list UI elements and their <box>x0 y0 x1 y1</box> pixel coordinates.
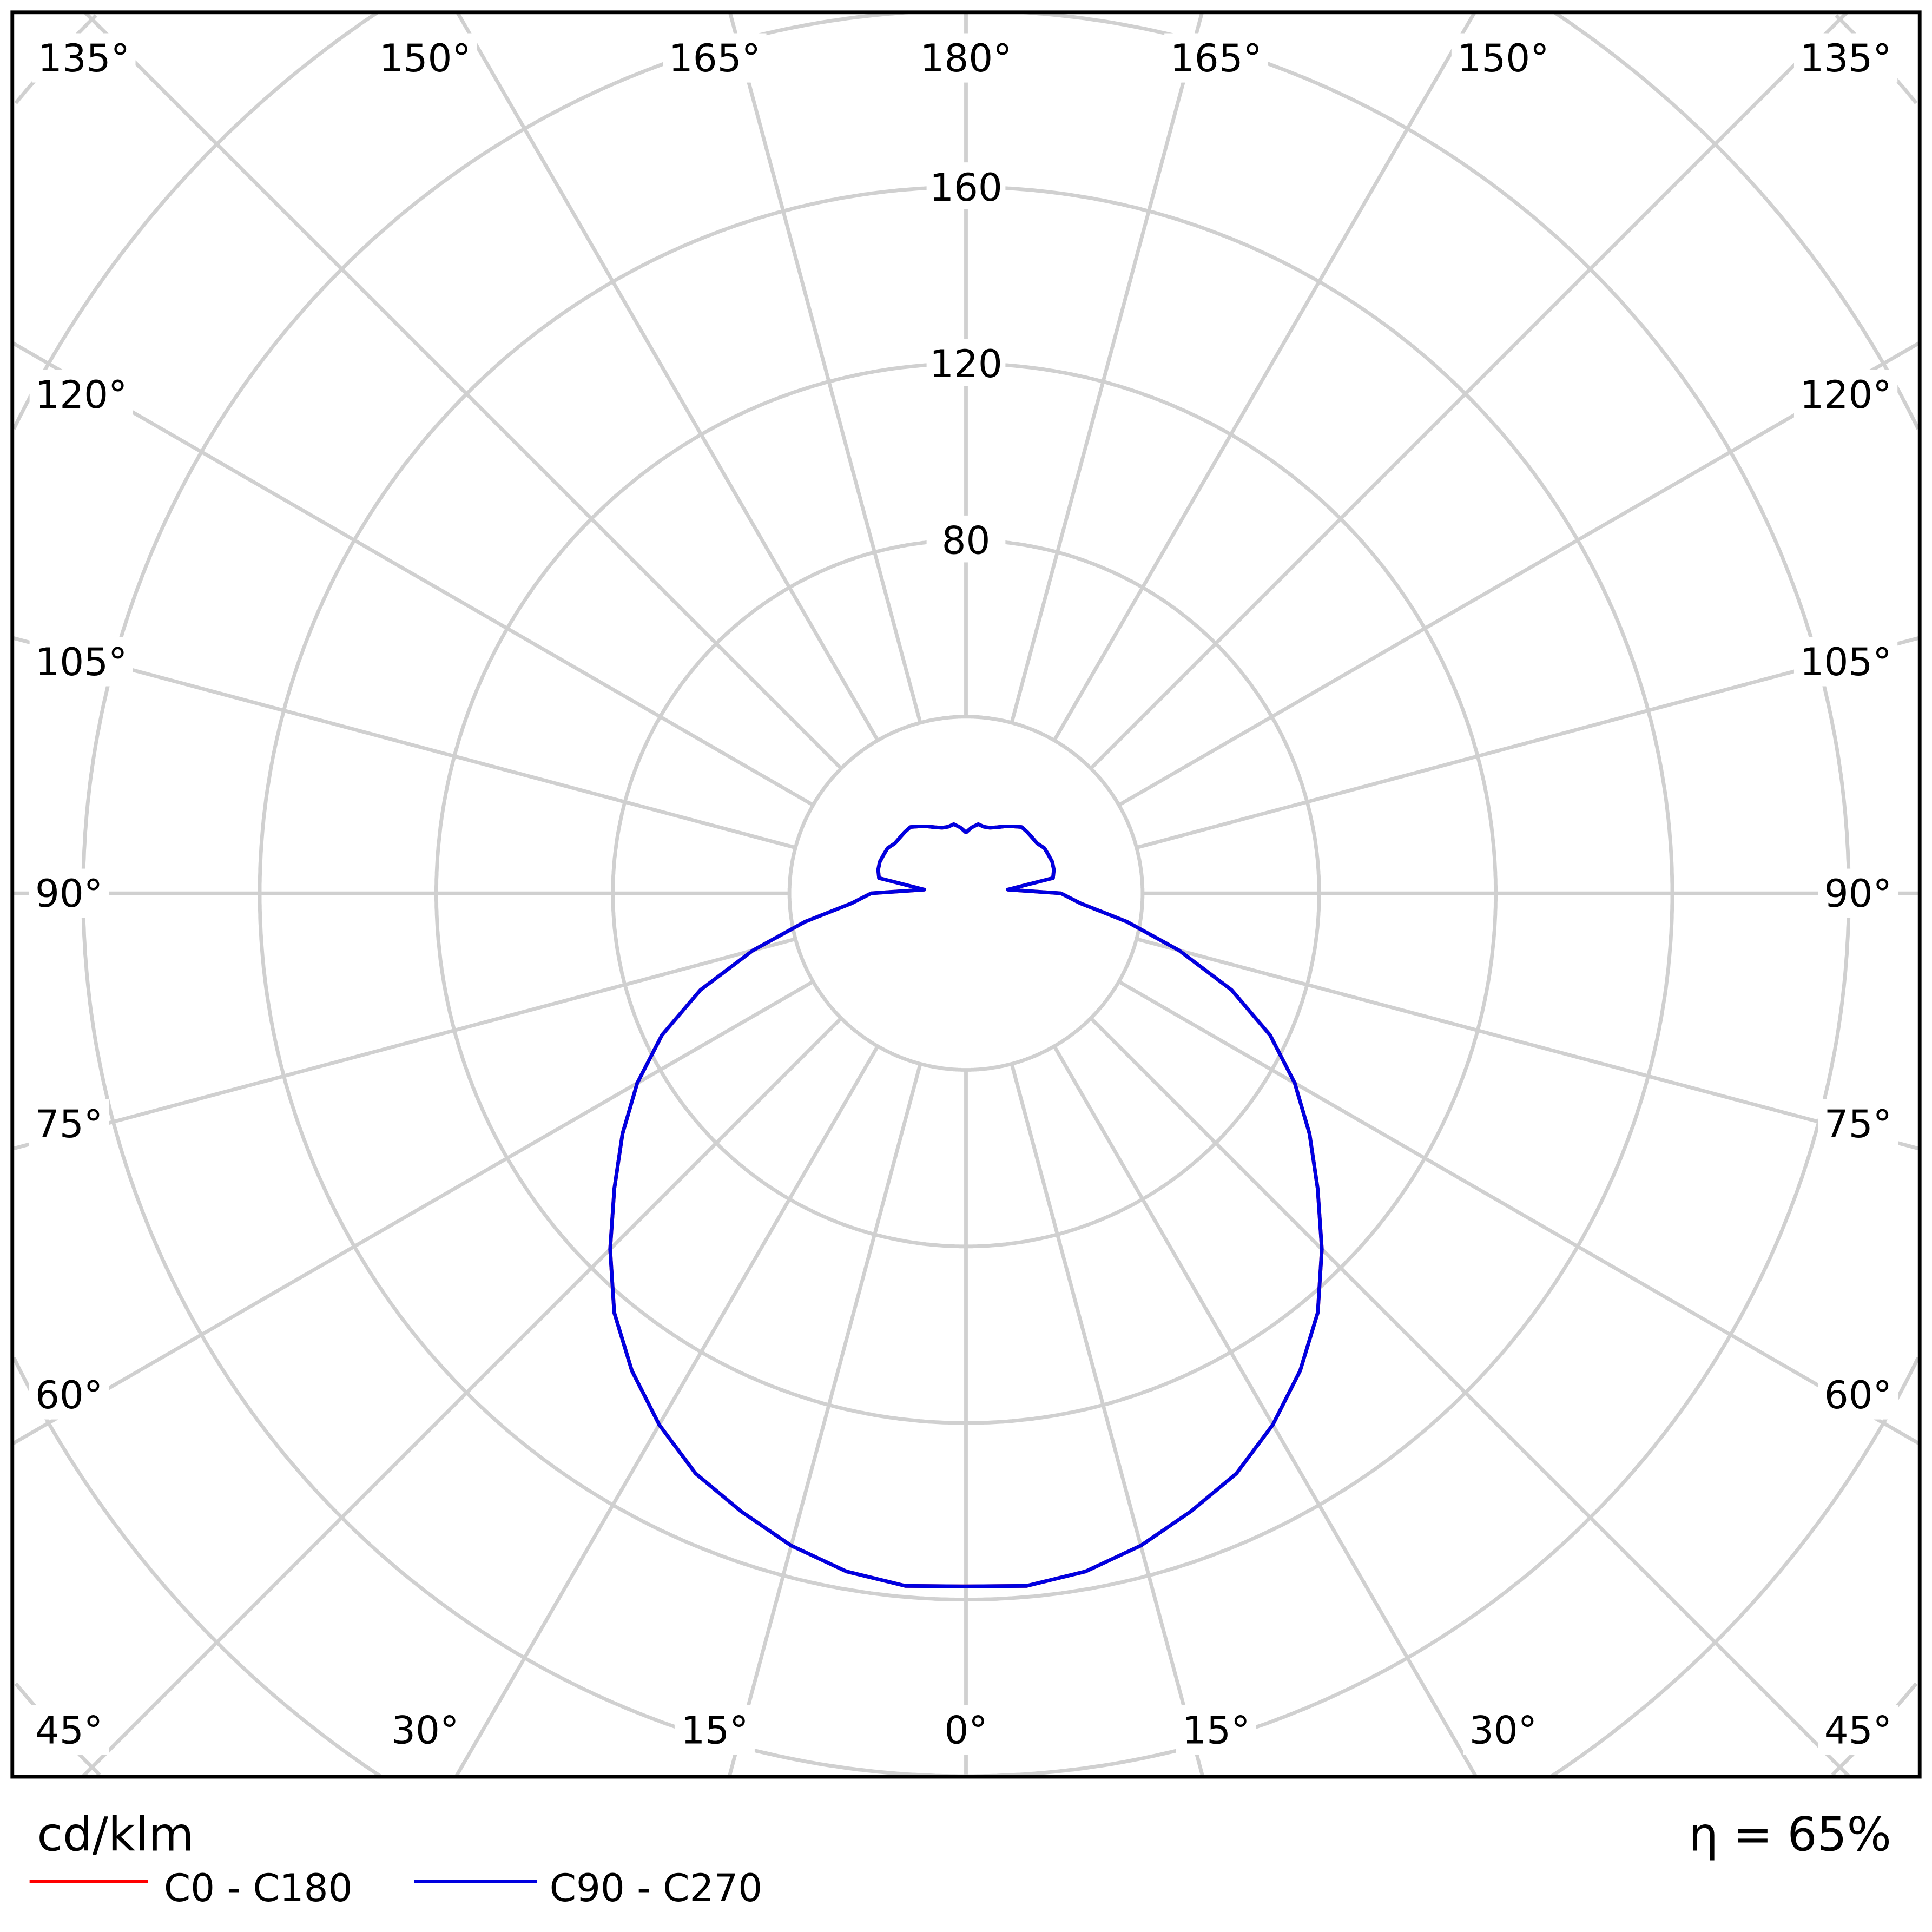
axis-labels: 80 120 160 135° 150° 165° 180° 165° 150° 135° 45° 3… <box>29 33 1898 1755</box>
grid-spoke <box>81 1017 843 1778</box>
angle-label-bg <box>674 1705 755 1755</box>
angle-label-top: 180° <box>920 36 1012 81</box>
grid-spoke <box>1089 1017 1851 1778</box>
angle-label-bg <box>1164 33 1268 83</box>
grid-spoke <box>1010 1063 1205 1777</box>
grid-spoke <box>727 1063 922 1777</box>
angle-label-left: 75° <box>35 1102 103 1146</box>
grid-spoke <box>1089 11 1849 770</box>
grid-spoke <box>454 1045 880 1778</box>
angle-label-right: 120° <box>1800 372 1892 417</box>
angle-label-top: 135° <box>1800 36 1892 81</box>
radial-tick-label: 120 <box>929 341 1003 386</box>
angle-label-left: 60° <box>35 1373 103 1417</box>
efficiency-label: η = 65% <box>1689 1808 1891 1862</box>
angle-label-top: 150° <box>379 36 471 81</box>
legend: C0 - C180 C90 - C270 <box>29 1865 763 1910</box>
angle-label-bottom: 15° <box>1182 1708 1250 1753</box>
grid-spoke <box>11 980 814 1446</box>
grid-ring <box>787 715 1145 1072</box>
angle-label-top: 135° <box>38 36 130 81</box>
grid-ring <box>611 538 1321 1249</box>
grid-ring <box>258 185 1674 1601</box>
angle-label-bg <box>1818 1705 1898 1755</box>
legend-label-c90-c270: C90 - C270 <box>550 1865 763 1910</box>
plot-frame <box>10 10 1922 1779</box>
polar-grid <box>11 10 1921 1778</box>
grid-spoke <box>1118 341 1921 807</box>
angle-label-bg <box>29 1705 109 1755</box>
angle-label-bg <box>29 1099 109 1149</box>
angle-label-left: 105° <box>35 639 127 684</box>
angle-label-bottom: 30° <box>1469 1708 1537 1753</box>
angle-label-bg <box>1818 1099 1898 1149</box>
angle-label-bottom: 30° <box>391 1708 459 1753</box>
angle-label-bg <box>1463 1705 1544 1755</box>
grid-ring <box>12 11 1920 1778</box>
grid-spoke <box>11 636 796 849</box>
angle-label-bg <box>1176 1705 1256 1755</box>
radial-tick-bg <box>926 515 1006 563</box>
grid-spoke <box>1136 937 1921 1151</box>
radial-tick-label: 80 <box>942 518 991 563</box>
grid-spoke <box>11 937 796 1151</box>
angle-label-right: 105° <box>1800 639 1892 684</box>
grid-spoke <box>83 11 843 770</box>
grid-ring <box>434 361 1498 1425</box>
angle-label-bg <box>1793 33 1898 83</box>
angle-label-bg <box>373 33 477 83</box>
angle-label-bottom: 45° <box>35 1708 103 1753</box>
angle-label-bg <box>1793 370 1898 419</box>
curves <box>608 822 1324 1588</box>
angle-label-bg <box>1793 637 1898 687</box>
radial-tick-bg <box>926 162 1006 209</box>
grid-spoke <box>1052 11 1476 742</box>
angle-label-right: 75° <box>1824 1102 1892 1146</box>
series-curve-c90-c270 <box>608 822 1324 1588</box>
grid-spoke <box>456 11 880 742</box>
grid-spoke <box>1052 1045 1478 1778</box>
radial-tick-label: 160 <box>929 165 1003 210</box>
legend-label-c0-c180: C0 - C180 <box>164 1865 353 1910</box>
angle-label-bg <box>1818 1370 1898 1420</box>
angle-label-top: 165° <box>1170 36 1262 81</box>
angle-label-left: 90° <box>35 871 103 916</box>
grid-spoke <box>1136 636 1921 849</box>
angle-label-top: 150° <box>1457 36 1549 81</box>
grid-spoke <box>11 341 814 807</box>
grid-spoke <box>1118 980 1921 1446</box>
angle-label-bg <box>29 637 133 687</box>
angle-label-bg <box>29 1370 109 1420</box>
angle-label-bg <box>1818 868 1898 918</box>
angle-label-bg <box>29 370 133 419</box>
angle-label-bg <box>1451 33 1555 83</box>
angle-label-bg <box>29 868 109 918</box>
grid-spoke <box>1010 11 1204 723</box>
angle-label-right: 90° <box>1824 871 1892 916</box>
angle-label-bg <box>938 1705 994 1755</box>
angle-label-bottom: 45° <box>1824 1708 1892 1753</box>
angle-label-bg <box>385 1705 465 1755</box>
angle-label-bg <box>32 33 136 83</box>
angle-label-bg <box>663 33 767 83</box>
angle-label-left: 120° <box>35 372 127 417</box>
angle-label-bottom: 15° <box>681 1708 748 1753</box>
angle-label-top: 165° <box>669 36 761 81</box>
radial-tick-bg <box>926 339 1006 386</box>
unit-label: cd/klm <box>37 1808 194 1862</box>
angle-label-right: 60° <box>1824 1373 1892 1417</box>
grid-spoke <box>728 11 922 723</box>
angle-label-bg <box>914 33 1018 83</box>
angle-label-bottom: 0° <box>944 1708 987 1753</box>
